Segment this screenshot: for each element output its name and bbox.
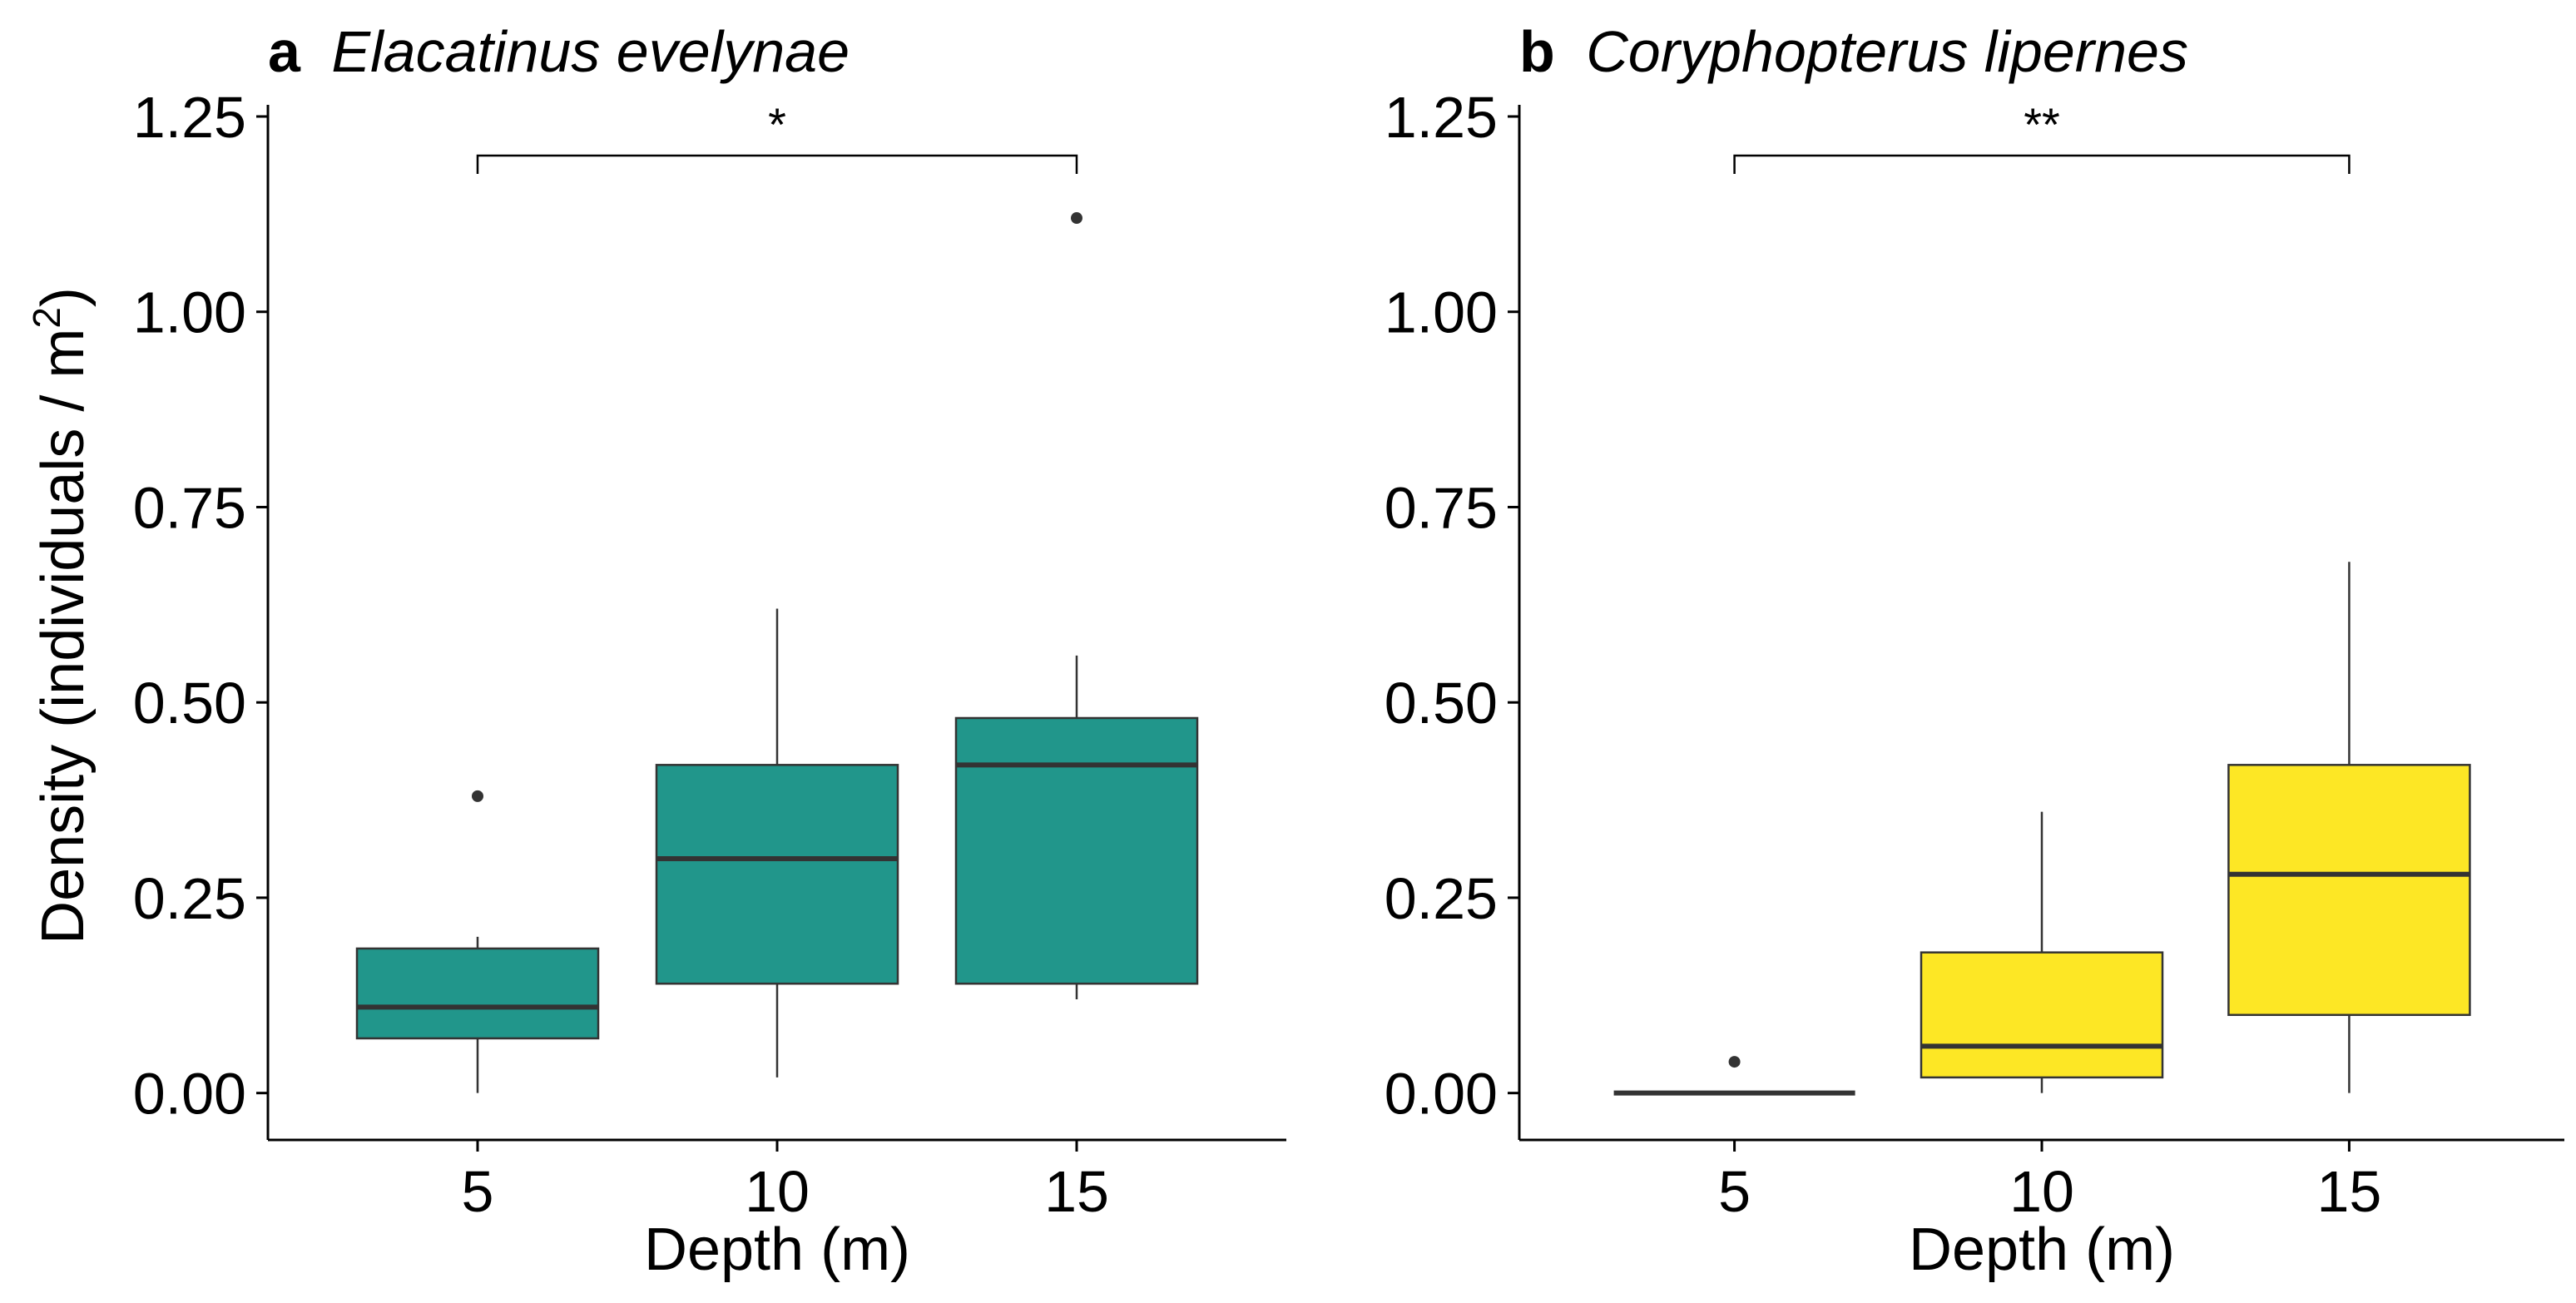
y-tick-label: 0.25 — [1385, 866, 1498, 931]
x-axis-title: Depth (m) — [644, 1216, 910, 1283]
iqr-box — [954, 716, 1199, 985]
y-tick-label: 1.25 — [1385, 85, 1498, 150]
panel-letter: a — [268, 19, 301, 84]
y-axis-title-close: ) — [30, 287, 97, 307]
panel-a: a Elacatinus evelynae 0.00 0.25 0.50 0.75 1.0… — [133, 19, 1286, 1283]
y-axis-title-text: Density (individuals / m — [30, 329, 97, 944]
panel-title-space — [315, 19, 331, 84]
y-tick-label: 1.25 — [133, 85, 246, 150]
significance-bracket — [1733, 154, 2351, 174]
significance-label: ** — [2024, 98, 2060, 151]
y-axis-title: Density (individuals / m2) — [25, 287, 97, 944]
x-tick-label: 10 — [745, 1159, 810, 1224]
x-tick-label: 5 — [462, 1159, 494, 1224]
outlier-point — [472, 790, 483, 802]
y-tick-label: 0.25 — [133, 866, 246, 931]
x-tick-label: 15 — [1044, 1159, 1109, 1224]
species-name: Elacatinus evelynae — [331, 19, 850, 84]
x-tick-label: 15 — [2316, 1159, 2381, 1224]
iqr-box — [655, 764, 899, 985]
y-tick-label: 1.00 — [1385, 280, 1498, 345]
y-axis-title-superscript: 2 — [25, 307, 68, 329]
significance-label: * — [768, 98, 786, 151]
box-depth-5 — [1613, 1056, 1855, 1096]
box-depth-10 — [1920, 811, 2164, 1093]
species-name: Coryphopterus lipernes — [1586, 19, 2188, 84]
panel-title: a Elacatinus evelynae — [268, 19, 850, 84]
y-tick-label: 0.50 — [133, 671, 246, 736]
box-depth-15 — [954, 212, 1199, 999]
iqr-box — [1920, 951, 2164, 1079]
significance-bracket — [476, 154, 1078, 174]
y-tick-label: 0.50 — [1385, 671, 1498, 736]
y-tick-label: 0.75 — [133, 475, 246, 540]
iqr-box — [2227, 764, 2471, 1017]
box-depth-15 — [2227, 562, 2471, 1093]
x-tick-label: 5 — [1718, 1159, 1751, 1224]
outlier-point — [1071, 212, 1082, 225]
box-depth-5 — [355, 790, 600, 1093]
y-tick-label: 0.75 — [1385, 475, 1498, 540]
panel-b: b Coryphopterus lipernes 0.00 0.25 0.50 0.75… — [1385, 19, 2564, 1283]
panel-title: b Coryphopterus lipernes — [1519, 19, 2188, 84]
iqr-box — [355, 947, 600, 1040]
x-axis-title: Depth (m) — [1909, 1216, 2175, 1283]
box-depth-10 — [655, 608, 899, 1078]
panel-title-space — [1570, 19, 1586, 84]
y-tick-label: 0.00 — [1385, 1062, 1498, 1127]
panel-letter: b — [1519, 19, 1555, 84]
y-tick-label: 0.00 — [133, 1062, 246, 1127]
x-tick-label: 10 — [2009, 1159, 2074, 1224]
outlier-point — [1728, 1056, 1741, 1068]
y-tick-label: 1.00 — [133, 280, 246, 345]
